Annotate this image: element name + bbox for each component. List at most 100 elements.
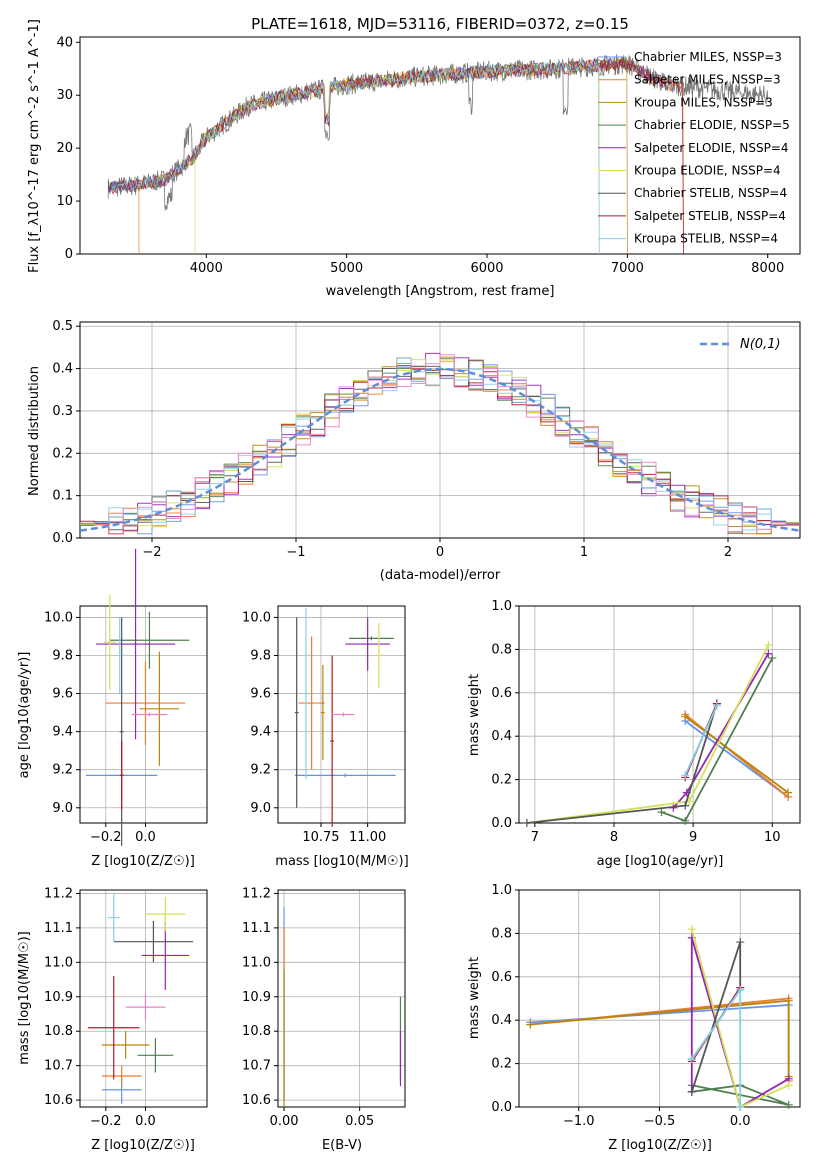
spectrum-title: PLATE=1618, MJD=53116, FIBERID=0372, z=0… [251, 15, 629, 33]
spectrum-xtick-label: 6000 [470, 261, 503, 276]
spectrum-frame [79, 36, 801, 255]
mass-vs-Z-xlabel: Z [log10(Z/Z☉)] [91, 1138, 195, 1153]
wAge-series-marker [764, 641, 773, 650]
residuals-ytick-label: 0.5 [52, 319, 73, 334]
spectrum-model-line-6 [194, 61, 600, 254]
wAge-ytick-label: 0.2 [491, 773, 512, 788]
residuals-panel: (data-model)/error Normed distribution −… [27, 319, 801, 583]
wAge-series-marker [768, 654, 777, 663]
ageZ-ytick-label: 9.0 [52, 801, 73, 816]
wZ-series-line-5 [690, 937, 790, 1109]
mass-vs-EBV-xlabel: E(B-V) [322, 1138, 362, 1153]
spectrum-legend-label-5: Salpeter ELODIE, NSSP=4 [634, 141, 789, 155]
spectrum-ytick-label: 0 [65, 247, 73, 262]
spectrum-panel: PLATE=1618, MJD=53116, FIBERID=0372, z=0… [27, 15, 801, 299]
mZ-ytick-label: 10.9 [44, 990, 73, 1005]
mE-ytick-label: 11.1 [242, 921, 271, 936]
residuals-xlabel: (data-model)/error [380, 568, 501, 583]
mZ-xtick-label: −0.2 [90, 1114, 122, 1129]
weight-vs-Z-xlabel: Z [log10(Z/Z☉)] [608, 1138, 712, 1153]
residuals-xtick-label: 1 [580, 545, 588, 560]
wAge-series-marker [681, 816, 690, 825]
residuals-ytick-label: 0.1 [52, 489, 73, 504]
age-vs-Z-xlabel: Z [log10(Z/Z☉)] [91, 854, 195, 869]
residuals-xtick-label: −2 [142, 545, 161, 560]
ageZ-ytick-label: 9.6 [52, 687, 73, 702]
wAge-ytick-label: 0.4 [491, 729, 512, 744]
wAge-xtick-label: 7 [531, 830, 539, 845]
ageM-ytick-label: 9.8 [250, 648, 271, 663]
wAge-ytick-label: 0.8 [491, 642, 512, 657]
wZ-ytick-label: 0.4 [491, 1013, 512, 1028]
residual-histogram-9 [80, 357, 800, 531]
wAge-series-line-9 [684, 705, 718, 776]
residuals-ytick-label: 0.4 [52, 362, 73, 377]
spectrum-xtick-label: 7000 [611, 261, 644, 276]
spectrum-ytick-label: 30 [56, 88, 73, 103]
spectrum-xtick-label: 5000 [330, 261, 363, 276]
wZ-xtick-label: −1.0 [563, 1114, 595, 1129]
wAge-frame [518, 605, 801, 824]
age-vs-Z-ylabel: age [log10(age/yr)] [17, 652, 32, 779]
wAge-series-marker [712, 701, 721, 710]
spectrum-xtick-label: 8000 [751, 261, 784, 276]
wAge-xtick-label: 10 [764, 830, 781, 845]
wZ-ytick-label: 0.6 [491, 970, 512, 985]
wZ-xtick-label: 0.0 [730, 1114, 751, 1129]
wAge-series-marker [522, 819, 531, 827]
residuals-xtick-label: 0 [436, 545, 444, 560]
residuals-ytick-label: 0.2 [52, 446, 73, 461]
spectrum-legend-label-8: Salpeter STELIB, NSSP=4 [634, 209, 786, 223]
ageM-ytick-label: 9.4 [250, 725, 271, 740]
ageM-ytick-label: 9.0 [250, 801, 271, 816]
mZ-ytick-label: 11.2 [44, 886, 73, 901]
ageZ-ytick-label: 9.2 [52, 763, 73, 778]
ageM-frame [277, 605, 406, 824]
spectrum-model-line-8 [107, 57, 684, 255]
spectrum-model-line-9 [108, 58, 600, 255]
mZ-ytick-label: 10.6 [44, 1093, 73, 1108]
wZ-ytick-label: 0.2 [491, 1057, 512, 1072]
mZ-frame [79, 889, 208, 1108]
mass-vs-EBV-panel: E(B-V) 0.00 0.05 10.6 10.7 10.8 10.9 11.0 11.1 1… [242, 886, 406, 1153]
wZ-series-marker [784, 1081, 793, 1090]
spectrum-legend-label-4: Chabrier ELODIE, NSSP=5 [634, 118, 790, 132]
residual-histogram-8 [80, 365, 800, 535]
mE-xtick-label: 0.00 [270, 1114, 299, 1129]
spectrum-legend-label-3: Kroupa MILES, NSSP=3 [634, 95, 773, 109]
ageM-ytick-label: 9.6 [250, 687, 271, 702]
ageZ-frame [79, 605, 208, 824]
wAge-series-marker [784, 788, 793, 797]
ageZ-ytick-label: 9.4 [52, 725, 73, 740]
mZ-ytick-label: 10.8 [44, 1024, 73, 1039]
ageZ-ytick-label: 10.0 [44, 610, 73, 625]
spectrum-ytick-label: 40 [56, 35, 73, 50]
wAge-xtick-label: 8 [610, 830, 618, 845]
spectrum-ytick-label: 20 [56, 141, 73, 156]
wAge-series-marker [657, 808, 666, 817]
residuals-ytick-label: 0.3 [52, 404, 73, 419]
wZ-ytick-label: 1.0 [491, 883, 512, 898]
wZ-series-marker [526, 1020, 535, 1029]
wZ-series-marker [687, 925, 696, 934]
spectrum-legend-label-7: Chabrier STELIB, NSSP=4 [634, 186, 787, 200]
spectrum-legend-label-1: Chabrier MILES, NSSP=3 [634, 50, 782, 64]
spectrum-model-line-7 [107, 57, 670, 193]
weight-vs-age-xlabel: age [log10(age/yr)] [597, 854, 724, 869]
ageM-xtick-label: 10.75 [302, 830, 339, 845]
wZ-series-marker [784, 1100, 793, 1109]
wZ-series-marker [736, 985, 745, 994]
mE-ytick-label: 10.7 [242, 1059, 271, 1074]
gaussian-model-line [79, 367, 801, 532]
mass-vs-Z-ylabel: mass [log10(M/M☉)] [17, 931, 32, 1064]
residuals-ylabel: Normed distribution [27, 366, 42, 496]
spectrum-xtick-label: 4000 [190, 261, 223, 276]
residuals-legend: N(0,1) [700, 337, 781, 352]
ageZ-xtick-label: 0.0 [135, 830, 156, 845]
wZ-ytick-label: 0.8 [491, 926, 512, 941]
wZ-series-marker [736, 1103, 745, 1111]
wAge-series-line-3 [684, 715, 789, 794]
mZ-ytick-label: 11.0 [44, 955, 73, 970]
age-vs-mass-panel: mass [log10(M/M☉)] 10.75 11.00 9.0 9.2 9.4 9.… [242, 605, 409, 869]
